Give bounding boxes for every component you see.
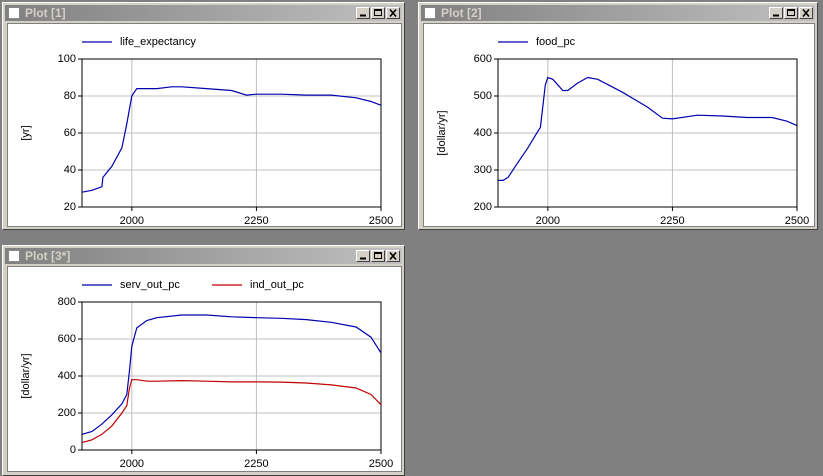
y-tick-label: 100 (58, 53, 76, 65)
minimize-button[interactable] (356, 7, 370, 19)
plot-window[interactable]: Plot [1] 20 40 60 80 100 2000 2250 2500 [yr] life… (2, 2, 405, 230)
data-line (81, 379, 382, 444)
maximize-button[interactable] (784, 7, 798, 19)
title-bar[interactable]: Plot [1] (5, 5, 402, 21)
legend-label: food_pc (536, 36, 576, 48)
y-tick-label: 60 (64, 127, 76, 139)
chart: 20 40 60 80 100 2000 2250 2500 [yr] life_expectan… (7, 23, 402, 227)
plot-frame (81, 301, 382, 451)
x-tick-label: 2000 (536, 215, 560, 227)
chart: 200 300 400 500 600 2000 2250 2500 [dollar/yr] fo… (423, 23, 815, 227)
legend-label: serv_out_pc (120, 279, 180, 291)
y-tick-label: 600 (474, 53, 492, 65)
window-title: Plot [2] (441, 6, 482, 20)
window-icon (8, 7, 20, 19)
x-tick-label: 2500 (369, 458, 393, 470)
data-line (81, 86, 382, 193)
y-tick-label: 800 (58, 296, 76, 308)
y-tick-label: 600 (58, 333, 76, 345)
minimize-button[interactable] (356, 250, 370, 262)
y-tick-label: 200 (58, 407, 76, 419)
plot-frame (497, 58, 798, 208)
y-tick-label: 500 (474, 90, 492, 102)
x-tick-label: 2250 (244, 458, 268, 470)
title-bar[interactable]: Plot [3*] (5, 248, 402, 264)
y-tick-label: 400 (58, 370, 76, 382)
x-tick-label: 2250 (660, 215, 684, 227)
legend-label: ind_out_pc (250, 279, 304, 291)
plot-window[interactable]: Plot [2] 200 300 400 500 600 2000 2250 2500 [dol… (418, 2, 818, 230)
close-button[interactable] (386, 7, 400, 19)
data-line (81, 314, 382, 435)
x-tick-label: 2500 (785, 215, 809, 227)
window-icon (8, 250, 20, 262)
y-tick-label: 40 (64, 164, 76, 176)
y-tick-label: 200 (474, 201, 492, 213)
data-line (498, 76, 798, 181)
y-tick-label: 80 (64, 90, 76, 102)
legend-label: life_expectancy (120, 36, 196, 48)
x-tick-label: 2250 (244, 215, 268, 227)
maximize-button[interactable] (371, 250, 385, 262)
window-title: Plot [1] (25, 6, 66, 20)
x-tick-label: 2500 (369, 215, 393, 227)
y-axis-label: [dollar/yr] (20, 353, 32, 398)
maximize-button[interactable] (371, 7, 385, 19)
title-bar[interactable]: Plot [2] (421, 5, 815, 21)
y-axis-label: [yr] (20, 125, 32, 140)
window-title: Plot [3*] (25, 249, 71, 263)
y-tick-label: 20 (64, 201, 76, 213)
x-tick-label: 2000 (120, 215, 144, 227)
close-button[interactable] (386, 250, 400, 262)
x-tick-label: 2000 (120, 458, 144, 470)
plot-frame (81, 58, 382, 208)
close-button[interactable] (799, 7, 813, 19)
plot-window[interactable]: Plot [3*] 0 200 400 600 800 2000 2250 2500 [doll… (2, 245, 405, 476)
minimize-button[interactable] (769, 7, 783, 19)
y-tick-label: 0 (70, 444, 76, 456)
chart: 0 200 400 600 800 2000 2250 2500 [dollar/yr] serv… (7, 266, 402, 472)
y-axis-label: [dollar/yr] (436, 110, 448, 155)
y-tick-label: 300 (474, 164, 492, 176)
window-icon (424, 7, 436, 19)
y-tick-label: 400 (474, 127, 492, 139)
